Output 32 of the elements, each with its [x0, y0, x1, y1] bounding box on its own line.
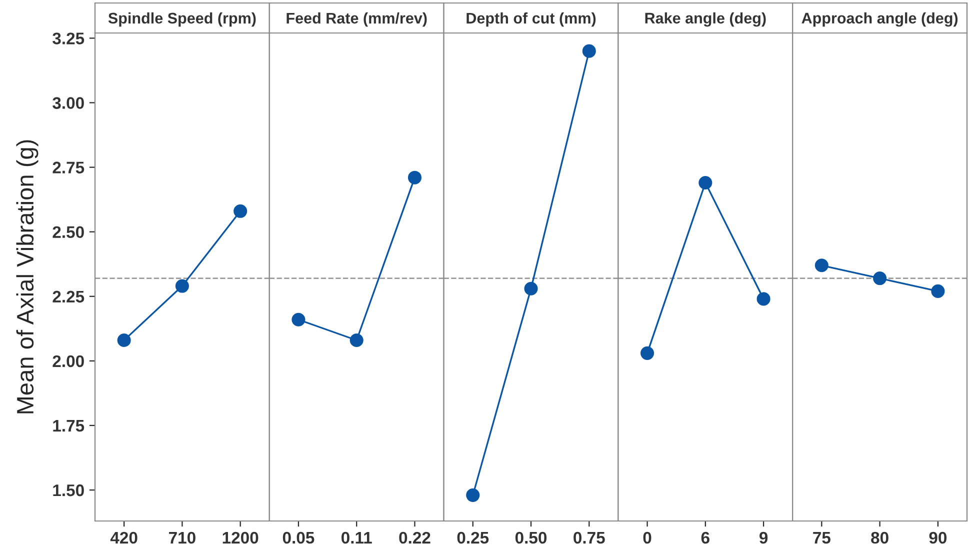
x-tick-label: 75: [813, 532, 830, 544]
point: [117, 333, 131, 348]
chart-title: Approach angle (deg): [802, 12, 958, 27]
x-tick-label: 0: [643, 532, 652, 544]
y-tick-label: 2.00: [52, 355, 84, 368]
chart-title: Rake angle (deg): [645, 12, 766, 27]
y-tick-label: 3.25: [52, 32, 84, 44]
x-tick-label: 90: [929, 532, 947, 544]
x-tick-label: 0.50: [515, 532, 547, 544]
x-tick-label: 9: [759, 532, 768, 544]
y-tick-label: 2.75: [52, 162, 84, 174]
x-tick-label: 0.25: [457, 532, 489, 544]
point: [234, 204, 248, 218]
y-tick-label: 1.50: [53, 484, 84, 496]
x-tick-label: 0.05: [282, 532, 314, 544]
point: [175, 279, 189, 293]
chart-title: Feed Rate (mm/rev): [286, 12, 427, 27]
x-tick-label: 0.75: [574, 532, 605, 544]
x-tick-label: 710: [169, 532, 196, 544]
x-tick-label: 0.22: [399, 532, 430, 544]
x-tick-label: 1200: [222, 532, 258, 544]
chart-title: Depth of cut (mm): [466, 12, 596, 27]
x-tick-label: 0.11: [342, 532, 372, 544]
x-tick-label: 80: [871, 532, 888, 544]
x-tick-label: 420: [110, 532, 138, 544]
y-tick-label: 2.25: [52, 290, 84, 303]
y-axis-title: Mean of Axial Vibration (g): [16, 140, 38, 414]
y-tick-label: 1.75: [53, 420, 84, 432]
chart-title: Spindle Speed (rpm): [108, 12, 256, 27]
y-tick-label: 2.50: [52, 226, 84, 238]
y-tick-label: 3.00: [52, 97, 84, 109]
x-tick-label: 6: [701, 532, 710, 544]
